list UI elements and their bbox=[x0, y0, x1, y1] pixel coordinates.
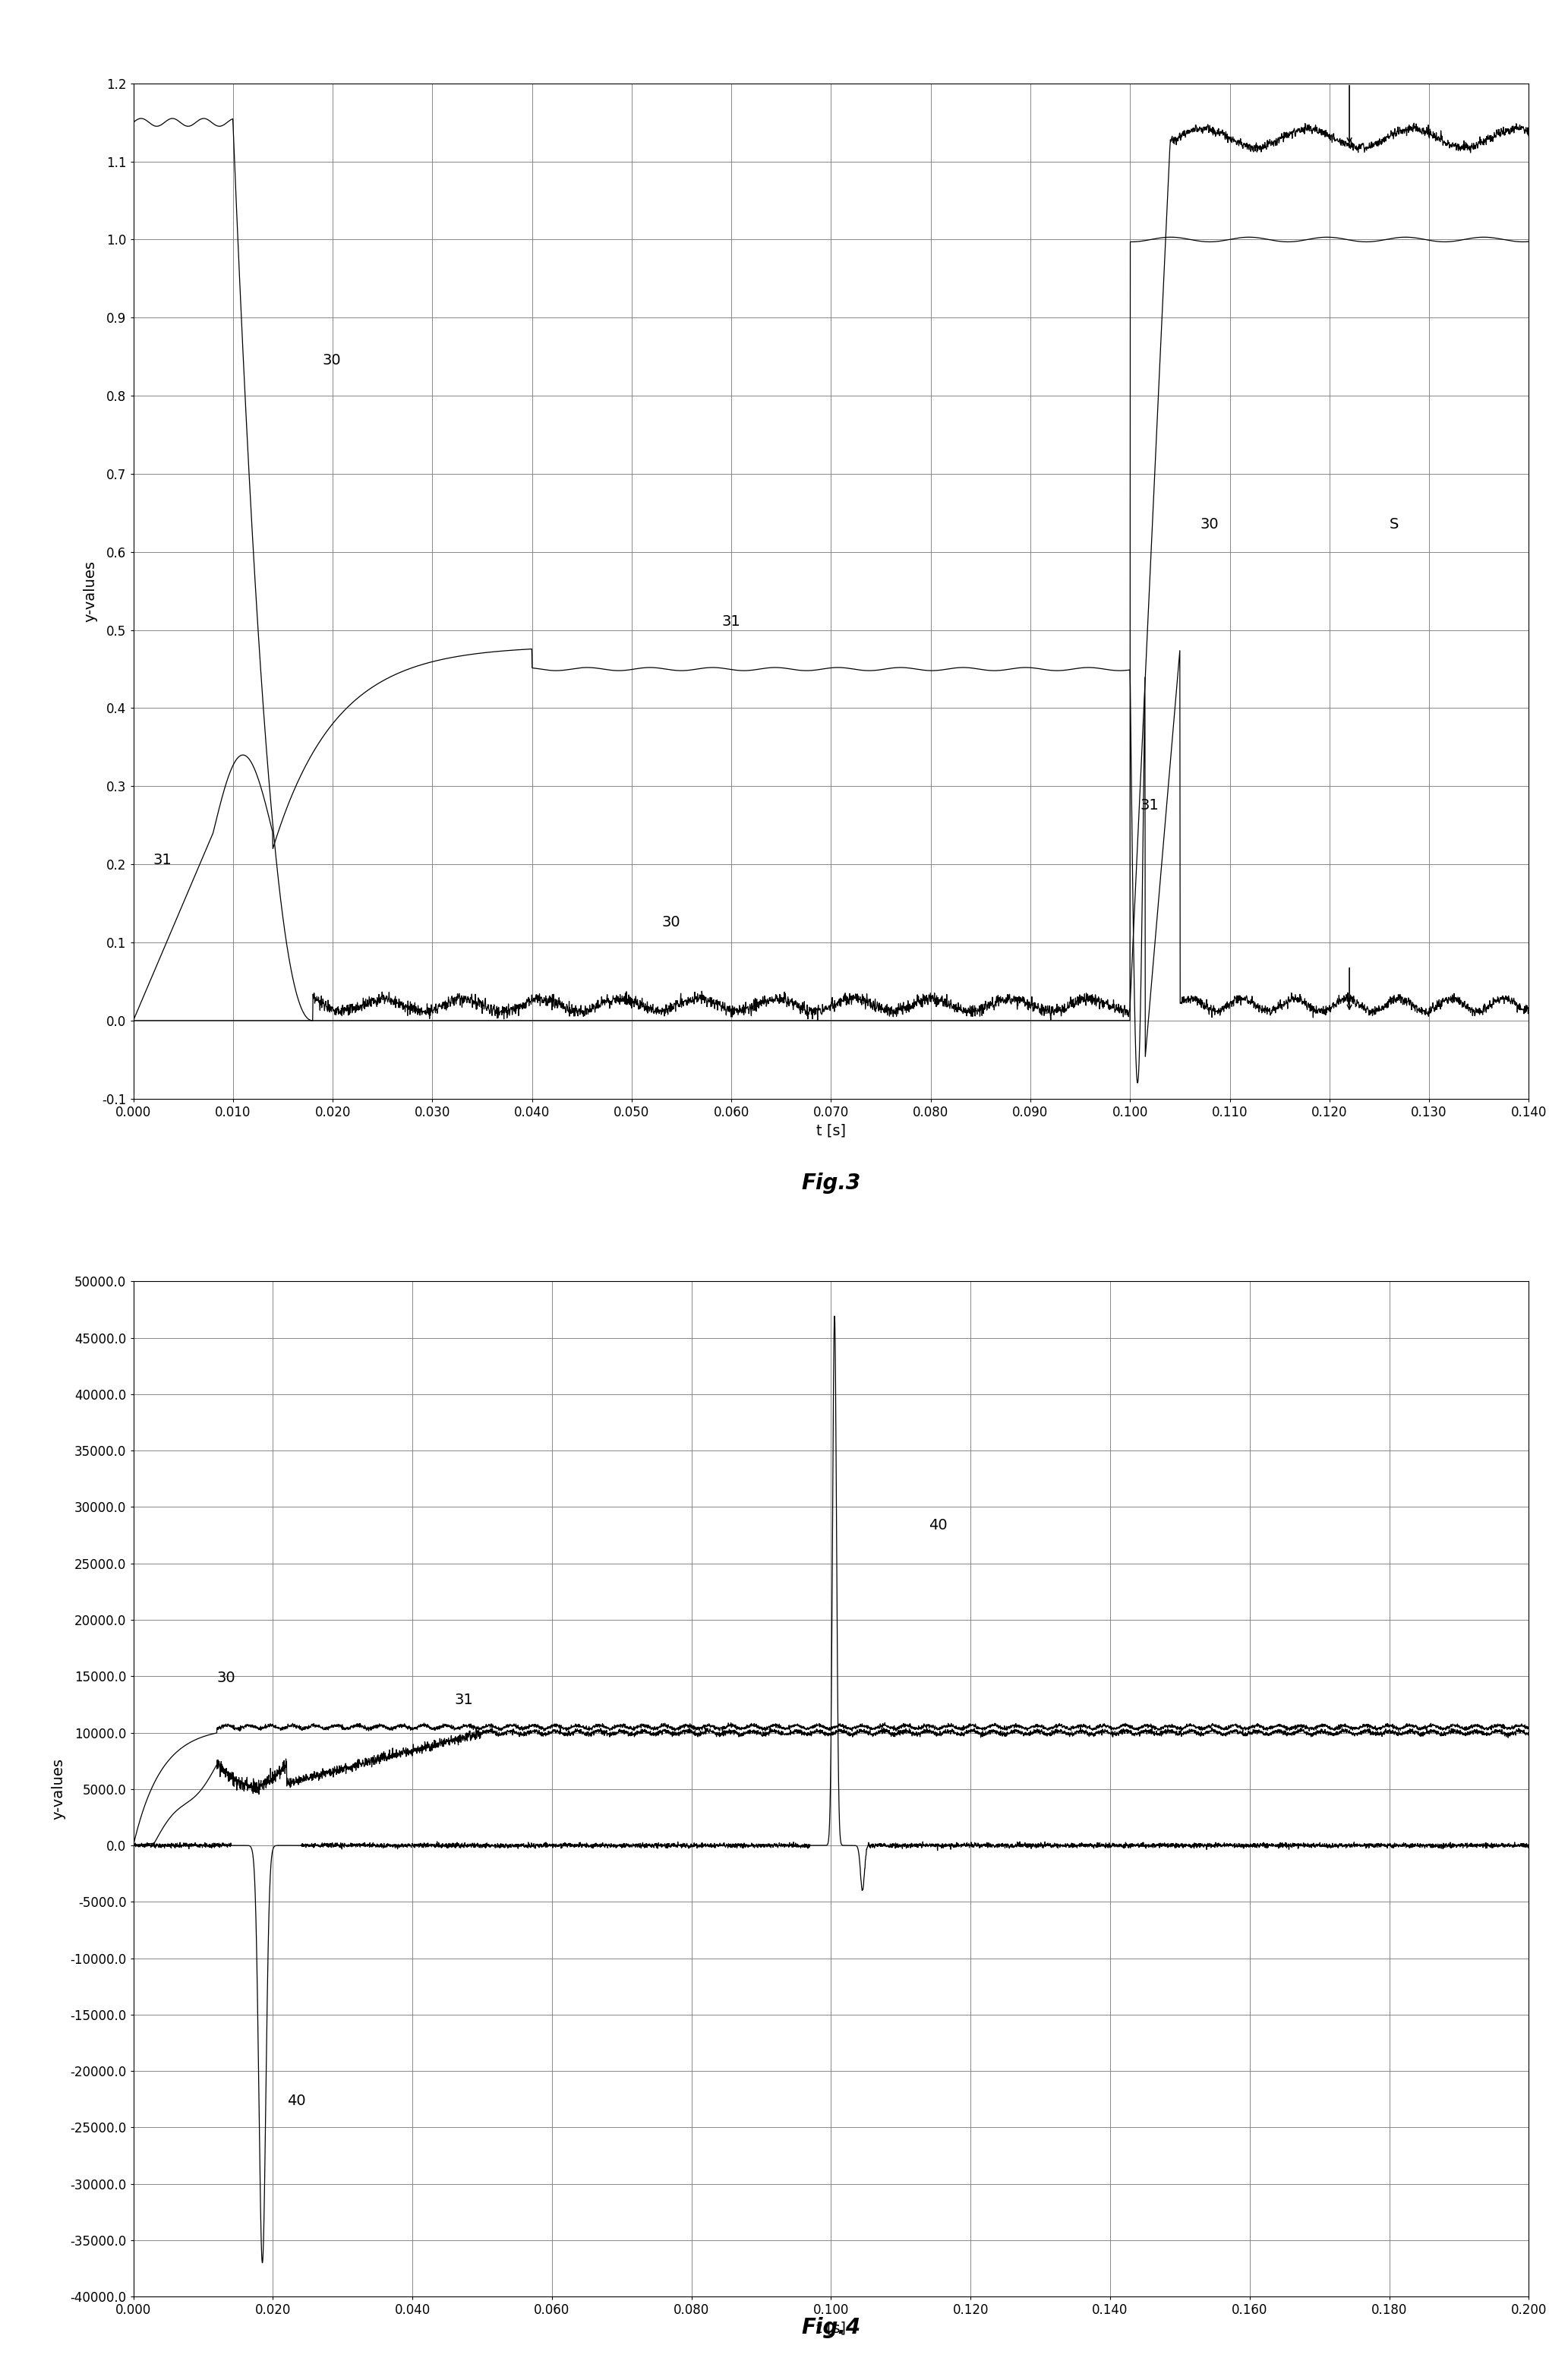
X-axis label: t [s]: t [s] bbox=[817, 1123, 845, 1138]
Text: 31: 31 bbox=[154, 852, 172, 866]
X-axis label: t [s]: t [s] bbox=[817, 2320, 845, 2335]
Text: 40: 40 bbox=[928, 1518, 947, 1533]
Text: S: S bbox=[1389, 516, 1399, 531]
Y-axis label: y-values: y-values bbox=[52, 1759, 66, 1821]
Text: 30: 30 bbox=[323, 352, 342, 367]
Y-axis label: y-values: y-values bbox=[83, 559, 97, 621]
Text: Fig.4: Fig.4 bbox=[801, 2318, 861, 2337]
Text: 31: 31 bbox=[1140, 797, 1159, 812]
Text: 30: 30 bbox=[1200, 516, 1218, 531]
Text: 30: 30 bbox=[216, 1671, 235, 1685]
Text: Fig.3: Fig.3 bbox=[801, 1173, 861, 1192]
Text: 40: 40 bbox=[287, 2094, 306, 2109]
Text: 31: 31 bbox=[455, 1692, 474, 1706]
Text: 30: 30 bbox=[662, 916, 681, 931]
Text: 31: 31 bbox=[721, 614, 740, 628]
